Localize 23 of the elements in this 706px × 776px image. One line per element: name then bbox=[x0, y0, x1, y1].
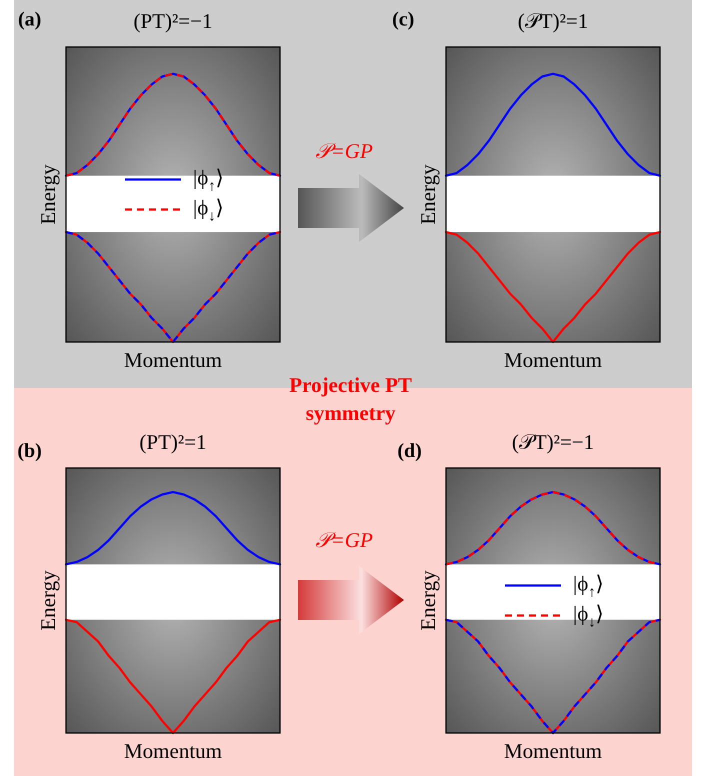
x-axis-title: Momentum bbox=[504, 738, 602, 763]
y-axis-title: Energy bbox=[36, 570, 60, 631]
legend-label: |ϕ$_{↓}$⟩ bbox=[573, 601, 604, 631]
text: Projective PT symmetry bbox=[289, 372, 412, 425]
x-axis-title: Momentum bbox=[124, 348, 222, 372]
legend-label: |ϕ$_{↓}$⟩ bbox=[193, 195, 224, 225]
x-axis-title: Momentum bbox=[504, 348, 602, 372]
y-axis-title: Energy bbox=[416, 570, 440, 631]
text: (d) bbox=[397, 440, 422, 462]
text: 𝒫=GP bbox=[316, 528, 373, 552]
legend-label: |ϕ$_{↑}$⟩ bbox=[193, 165, 224, 195]
legend-label: |ϕ$_{↑}$⟩ bbox=[573, 571, 604, 601]
text: (b) bbox=[17, 440, 42, 462]
chart-title: (PT)²=−1 bbox=[134, 8, 212, 33]
chart-title: (𝒫T)²=−1 bbox=[512, 430, 594, 454]
chart-title: (PT)²=1 bbox=[139, 430, 207, 454]
text: (c) bbox=[392, 8, 414, 30]
y-axis-title: Energy bbox=[36, 164, 60, 225]
y-axis-title: Energy bbox=[416, 164, 440, 225]
text: 𝒫=GP bbox=[316, 139, 373, 164]
text: (a) bbox=[18, 8, 42, 30]
x-axis-title: Momentum bbox=[124, 738, 222, 763]
chart-title: (𝒫T)²=1 bbox=[518, 8, 588, 33]
